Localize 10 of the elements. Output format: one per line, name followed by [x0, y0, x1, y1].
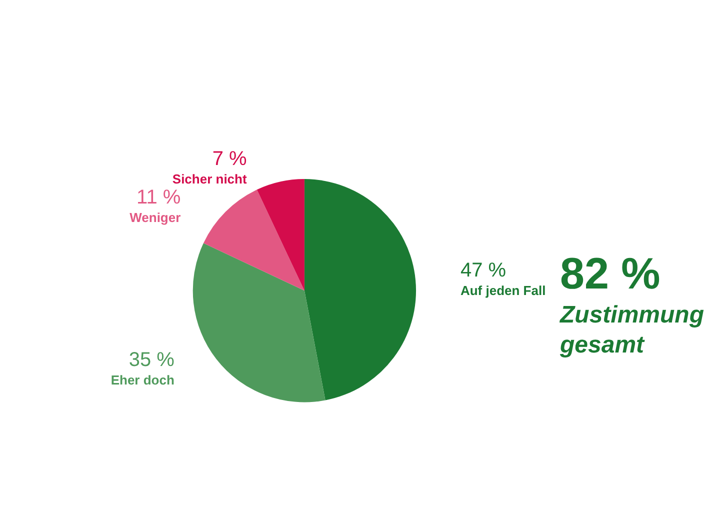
data-label: 7 % [212, 148, 248, 170]
slice-label: Auf jeden Fall [460, 283, 546, 298]
slice-label: Eher doch [110, 372, 174, 388]
data-label: 47 % [460, 260, 506, 282]
data-label: 11 % [136, 186, 181, 209]
slice-label: Sicher nicht [172, 172, 248, 187]
data-label: 35 % [128, 349, 175, 372]
slice-label: Weniger [130, 210, 181, 226]
text: Zustimmung gesamt [559, 302, 704, 358]
text: 82 % [560, 250, 660, 298]
